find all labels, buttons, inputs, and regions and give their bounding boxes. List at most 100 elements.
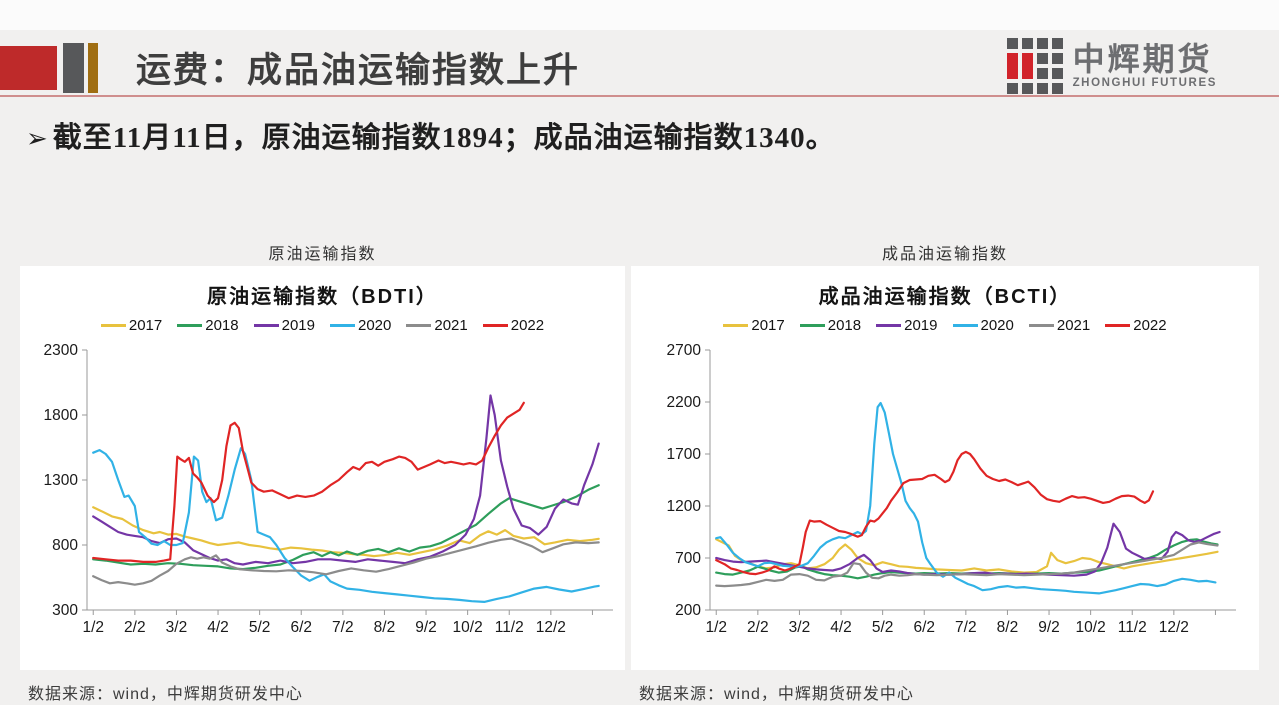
legend-label: 2022: [510, 317, 545, 334]
header-decoration-red-block: [0, 46, 57, 90]
legend-item-2018: 2018: [799, 317, 862, 334]
legend-label: 2022: [1133, 317, 1167, 334]
legend-swatch-2022: [482, 324, 508, 327]
bullet-text: 截至11月11日，原油运输指数1894；成品油运输指数1340。: [52, 122, 836, 154]
series-line-2022: [92, 401, 525, 563]
section-label-bdti: 原油运输指数: [268, 246, 377, 263]
legend-item-2021: 2021: [406, 317, 468, 334]
data-source-note: 数据来源：wind，中辉期货研发中心: [639, 686, 914, 703]
x-tick-label: 9/2: [415, 619, 437, 636]
legend-swatch-2017: [100, 324, 126, 327]
y-tick-label: 2200: [666, 394, 701, 411]
series-line-2017: [92, 506, 600, 558]
y-tick-label: 800: [52, 537, 78, 554]
legend-swatch-2022: [1105, 324, 1131, 327]
chart-panel-bdti: 原油运输指数（BDTI） 2017 2018 2019 2020 2021 20…: [20, 266, 625, 670]
line-chart-bcti: 200 700 1200 1700 2200 2700 1/2 2/2 3/2 4/2 5/2 6/2…: [666, 342, 1236, 636]
chart-section-bcti: 成品油运输指数 成品油运输指数（BCTI） 2017 2018 2019 202…: [631, 240, 1259, 704]
legend-label: 2018: [205, 317, 239, 334]
bullet-arrow-icon: ➢: [26, 124, 49, 154]
x-tick-label: 12/2: [536, 619, 566, 636]
key-point: ➢ 截至11月11日，原油运输指数1894；成品油运输指数1340。: [26, 114, 836, 156]
x-tick-label: 2/2: [747, 619, 769, 636]
series-line-2020: [92, 447, 600, 603]
logo-grid-icon: [1006, 38, 1063, 94]
y-tick-label: 300: [52, 602, 78, 619]
legend-item-2019: 2019: [876, 317, 938, 334]
x-tick-label: 2/2: [124, 619, 146, 636]
legend-label: 2019: [281, 317, 315, 334]
series-line-2022: [714, 450, 1154, 576]
series-line-2019: [92, 394, 600, 566]
legend-swatch-2020: [330, 324, 355, 327]
legend-item-2017: 2017: [100, 317, 163, 334]
x-tick-label: 6/2: [913, 619, 935, 636]
charts-area: 原油运输指数 原油运输指数（BDTI） 2017 2018 2019 2020 …: [20, 240, 1259, 704]
y-tick-label: 1800: [44, 407, 79, 424]
legend-item-2020: 2020: [952, 317, 1014, 334]
chart-legend-bdti: 2017 2018 2019 2020 2021 2022: [100, 317, 545, 334]
x-tick-label: 3/2: [166, 619, 188, 636]
company-logo: 中辉期货 ZHONGHUI FUTURES: [1006, 38, 1217, 94]
series-line-2018: [92, 484, 600, 571]
x-tick-label: 7/2: [955, 619, 977, 636]
legend-item-2018: 2018: [177, 317, 239, 334]
x-tick-label: 3/2: [788, 619, 810, 636]
x-tick-label: 9/2: [1038, 619, 1060, 636]
x-tick-label: 10/2: [1075, 619, 1105, 636]
legend-label: 2017: [128, 317, 163, 334]
chart-panel-bcti: 成品油运输指数（BCTI） 2017 2018 2019 2020 2021 2…: [631, 266, 1259, 670]
x-tick-label: 1/2: [705, 619, 727, 636]
chart-section-bdti: 原油运输指数 原油运输指数（BDTI） 2017 2018 2019 2020 …: [20, 240, 625, 704]
legend-label: 2019: [904, 317, 938, 334]
y-tick-label: 1200: [666, 498, 701, 515]
top-strip: [0, 0, 1279, 30]
chart-legend-bcti: 2017 2018 2019 2020 2021 2022: [723, 317, 1167, 334]
series-line-2021: [92, 537, 600, 586]
legend-item-2020: 2020: [330, 317, 391, 334]
legend-item-2022: 2022: [482, 317, 545, 334]
legend-swatch-2019: [253, 324, 279, 327]
x-tick-label: 1/2: [82, 619, 104, 636]
x-tick-label: 11/2: [495, 619, 524, 636]
section-label-bcti: 成品油运输指数: [881, 246, 1008, 263]
page-title: 运费：成品油运输指数上升: [136, 51, 581, 90]
legend-swatch-2020: [952, 324, 978, 327]
legend-swatch-2021: [406, 324, 432, 327]
data-source-note: 数据来源：wind，中辉期货研发中心: [28, 686, 303, 703]
chart-title-bcti: 成品油运输指数（BCTI）: [818, 286, 1072, 308]
legend-swatch-2019: [876, 324, 902, 327]
legend-item-2022: 2022: [1105, 317, 1167, 334]
legend-label: 2021: [434, 317, 468, 334]
header-decoration-gray-bar: [63, 43, 84, 93]
y-tick-label: 700: [675, 550, 701, 567]
chart-title-bdti: 原油运输指数（BDTI）: [207, 286, 438, 308]
legend-label: 2017: [751, 317, 785, 334]
x-tick-label: 11/2: [1117, 619, 1146, 636]
y-tick-label: 2300: [44, 342, 79, 359]
x-tick-label: 5/2: [249, 619, 271, 636]
legend-label: 2018: [827, 317, 862, 334]
logo-company-name: 中辉期货: [1072, 40, 1213, 77]
legend-item-2021: 2021: [1028, 317, 1091, 334]
legend-label: 2020: [980, 317, 1014, 334]
header-decoration-gold-bar: [88, 43, 98, 93]
x-tick-label: 8/2: [996, 619, 1018, 636]
logo-company-subtitle: ZHONGHUI FUTURES: [1072, 76, 1217, 89]
legend-swatch-2018: [799, 324, 825, 327]
x-tick-label: 8/2: [374, 619, 396, 636]
legend-swatch-2021: [1028, 324, 1054, 327]
x-tick-label: 4/2: [830, 619, 852, 636]
legend-item-2019: 2019: [253, 317, 315, 334]
x-tick-label: 6/2: [290, 619, 312, 636]
line-chart-bdti: 300 800 1300 1800 2300 1/2 2/2 3/2 4/2 5/2 6/2 7/2 8…: [44, 342, 613, 636]
x-tick-label: 10/2: [453, 619, 483, 636]
y-tick-label: 1300: [44, 472, 79, 489]
logo-text: 中辉期货 ZHONGHUI FUTURES: [1073, 43, 1217, 90]
legend-swatch-2017: [723, 324, 749, 327]
y-tick-label: 200: [675, 602, 701, 619]
legend-label: 2021: [1056, 317, 1091, 334]
x-tick-label: 5/2: [871, 619, 893, 636]
legend-label: 2020: [358, 317, 392, 334]
